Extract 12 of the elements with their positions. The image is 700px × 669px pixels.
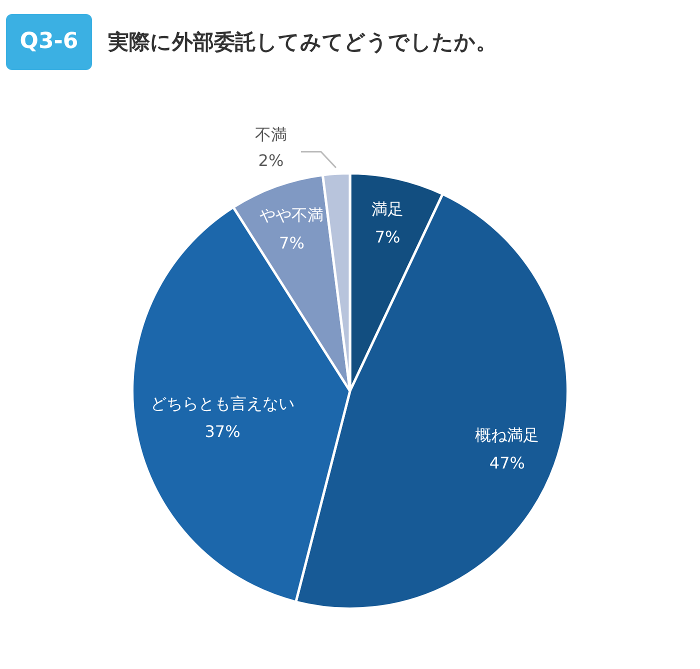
data-label: 7% xyxy=(374,227,400,246)
text: Q3-6 xyxy=(6,14,92,70)
data-label: 37% xyxy=(204,422,240,442)
data-label: 47% xyxy=(489,453,525,472)
slice-label: 満足 xyxy=(372,199,404,218)
slice-label: やや不満 xyxy=(260,205,324,224)
data-label: 7% xyxy=(279,233,304,252)
slice-label: どちらとも言えない xyxy=(150,394,295,414)
data-label: 2% xyxy=(258,150,284,170)
chart-title: 実際に外部委託してみてどうでしたか。 xyxy=(108,29,497,56)
slice-label: 概ね満足 xyxy=(475,425,540,444)
slice-label: 不満 xyxy=(254,124,287,144)
